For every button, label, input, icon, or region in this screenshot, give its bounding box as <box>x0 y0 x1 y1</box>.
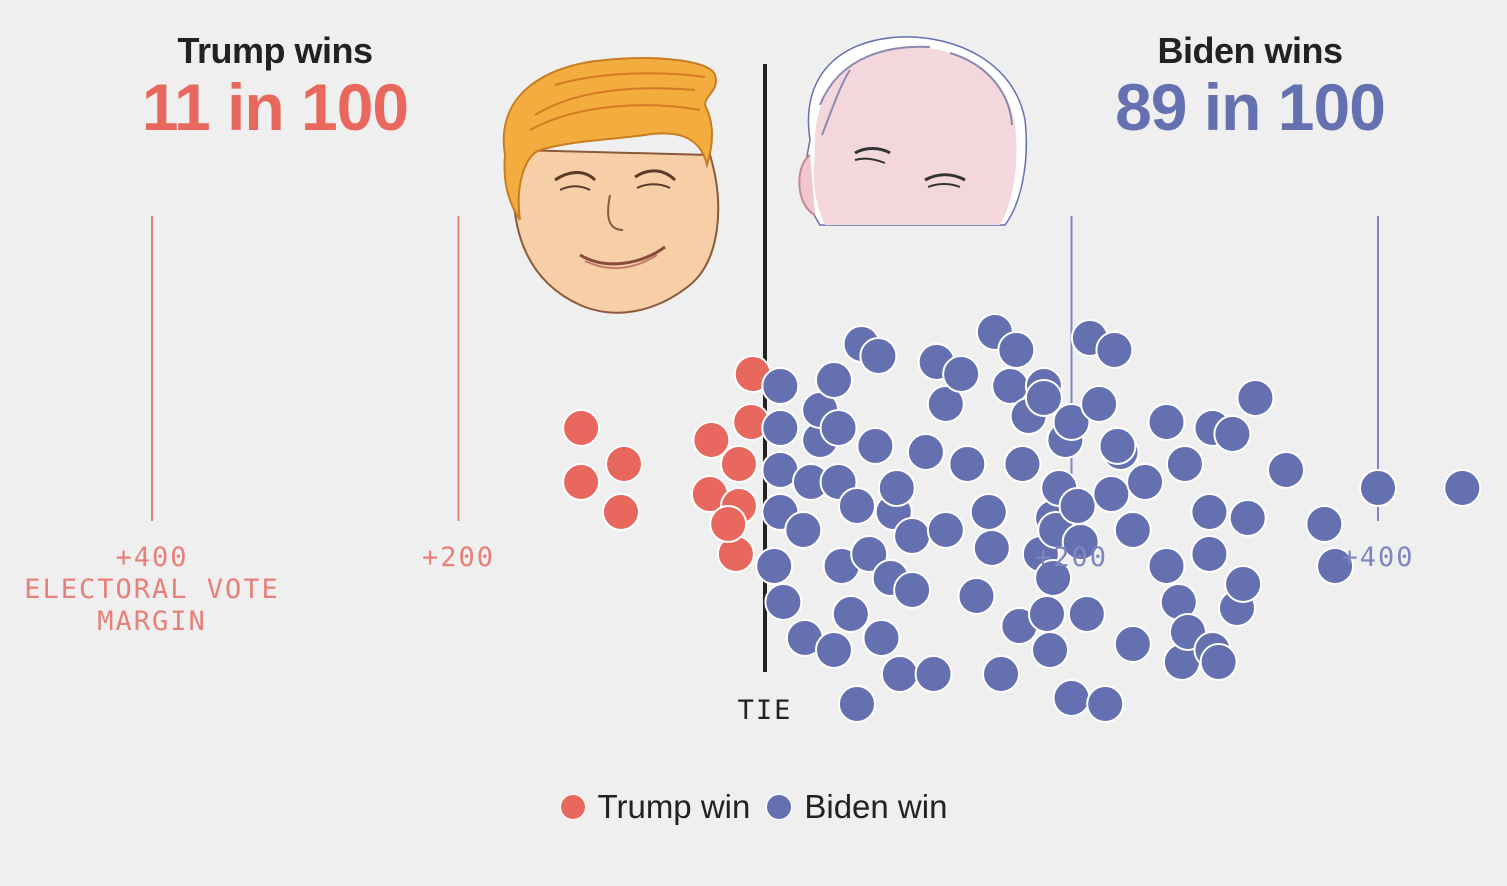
biden-dot-15 <box>814 361 853 399</box>
biden-dot-37 <box>969 493 1008 531</box>
tie-label: TIE <box>738 695 793 726</box>
biden-dot-38 <box>972 529 1011 567</box>
biden-dot-19 <box>837 487 876 525</box>
tick-labels: +400 +200 +200 +400 <box>115 542 1414 573</box>
biden-dot-28 <box>893 517 932 555</box>
biden-dot-22 <box>862 619 901 657</box>
biden-dot-81 <box>1224 565 1263 603</box>
biden-dot-30 <box>914 655 953 693</box>
legend-item-trump: Trump win <box>559 788 751 826</box>
biden-dot-65 <box>1113 625 1152 663</box>
biden-dot-79 <box>1213 415 1252 453</box>
biden-dot-35 <box>948 445 987 483</box>
trump-dot-0 <box>562 409 601 447</box>
legend-label-trump: Trump win <box>597 788 751 825</box>
biden-dot-33 <box>926 511 965 549</box>
biden-dot-36 <box>957 577 996 615</box>
biden-dot-90 <box>1098 427 1137 465</box>
tick-label-1: +200 <box>422 542 495 573</box>
biden-dot-70 <box>1165 445 1204 483</box>
axis-title-line-2: MARGIN <box>97 606 207 637</box>
biden-dot-67 <box>1126 463 1165 501</box>
biden-dot-1 <box>761 409 800 447</box>
tick-label-0: +400 <box>115 542 188 573</box>
biden-dot-14 <box>819 409 858 447</box>
biden-dot-0 <box>761 367 800 405</box>
biden-dot-32 <box>926 385 965 423</box>
biden-dot-57 <box>1058 487 1097 525</box>
trump-dot-11 <box>709 505 748 543</box>
biden-dot-64 <box>1095 331 1134 369</box>
biden-dot-51 <box>1034 559 1073 597</box>
biden-dots <box>755 313 1482 723</box>
biden-dot-84 <box>1267 451 1306 489</box>
biden-dot-11 <box>814 631 853 669</box>
biden-dot-21 <box>859 337 898 375</box>
trump-wins-title: Trump wins <box>177 30 373 71</box>
trump-header: Trump wins 11 in 100 <box>65 30 485 142</box>
biden-dot-82 <box>1228 499 1267 537</box>
trump-odds: 11 in 100 <box>141 70 409 144</box>
trump-dot-4 <box>692 421 731 459</box>
biden-dot-29 <box>906 433 945 471</box>
biden-dot-77 <box>1199 643 1238 681</box>
biden-dot-61 <box>1080 385 1119 423</box>
tick-label-2: +200 <box>1035 542 1108 573</box>
biden-dot-18 <box>850 535 889 573</box>
biden-dot-62 <box>1092 475 1131 513</box>
biden-dot-92 <box>1086 685 1125 723</box>
biden-dot-89 <box>837 685 876 723</box>
trump-dots <box>562 355 772 573</box>
biden-dot-50 <box>1027 595 1066 633</box>
biden-dot-83 <box>1236 379 1275 417</box>
legend-swatch-biden <box>766 794 793 820</box>
biden-dot-66 <box>1113 511 1152 549</box>
tick-label-3: +400 <box>1341 542 1414 573</box>
biden-header: Biden wins 89 in 100 <box>1040 30 1460 142</box>
biden-dot-74 <box>1190 493 1229 531</box>
trump-dot-2 <box>562 463 601 501</box>
biden-dot-4 <box>755 547 794 585</box>
biden-dot-49 <box>1031 631 1070 669</box>
biden-dot-56 <box>1052 403 1091 441</box>
biden-dot-91 <box>1024 379 1063 417</box>
biden-dot-88 <box>1443 469 1482 507</box>
biden-dot-16 <box>831 595 870 633</box>
biden-odds: 89 in 100 <box>1115 70 1386 144</box>
biden-dot-75 <box>1190 535 1229 573</box>
biden-dot-55 <box>1052 679 1091 717</box>
biden-dot-86 <box>1316 547 1355 585</box>
biden-wins-title: Biden wins <box>1157 30 1343 71</box>
biden-dot-85 <box>1305 505 1344 543</box>
axis-title-line-1: ELECTORAL VOTE <box>24 574 280 605</box>
biden-dot-41 <box>982 655 1021 693</box>
biden-dot-58 <box>1061 523 1100 561</box>
trump-dot-8 <box>719 445 758 483</box>
biden-caricature-icon <box>798 36 1028 226</box>
biden-dot-42 <box>997 331 1036 369</box>
biden-dot-87 <box>1359 469 1397 507</box>
biden-dot-59 <box>1067 595 1106 633</box>
legend-item-biden: Biden win <box>766 788 947 826</box>
biden-dot-45 <box>1003 445 1042 483</box>
biden-dot-27 <box>893 571 932 609</box>
biden-dot-34 <box>942 355 981 393</box>
biden-dot-5 <box>764 583 803 621</box>
trump-caricature-icon <box>502 57 720 314</box>
biden-dot-9 <box>784 511 823 549</box>
biden-dot-20 <box>856 427 895 465</box>
biden-dot-69 <box>1147 403 1186 441</box>
legend: Trump win Biden win <box>0 788 1507 826</box>
biden-dot-68 <box>1147 547 1186 585</box>
trump-dot-3 <box>601 493 640 531</box>
biden-dot-26 <box>880 655 919 693</box>
legend-swatch-trump <box>559 794 586 820</box>
biden-dot-25 <box>877 469 916 507</box>
legend-label-biden: Biden win <box>804 788 948 825</box>
trump-dot-1 <box>605 445 644 483</box>
